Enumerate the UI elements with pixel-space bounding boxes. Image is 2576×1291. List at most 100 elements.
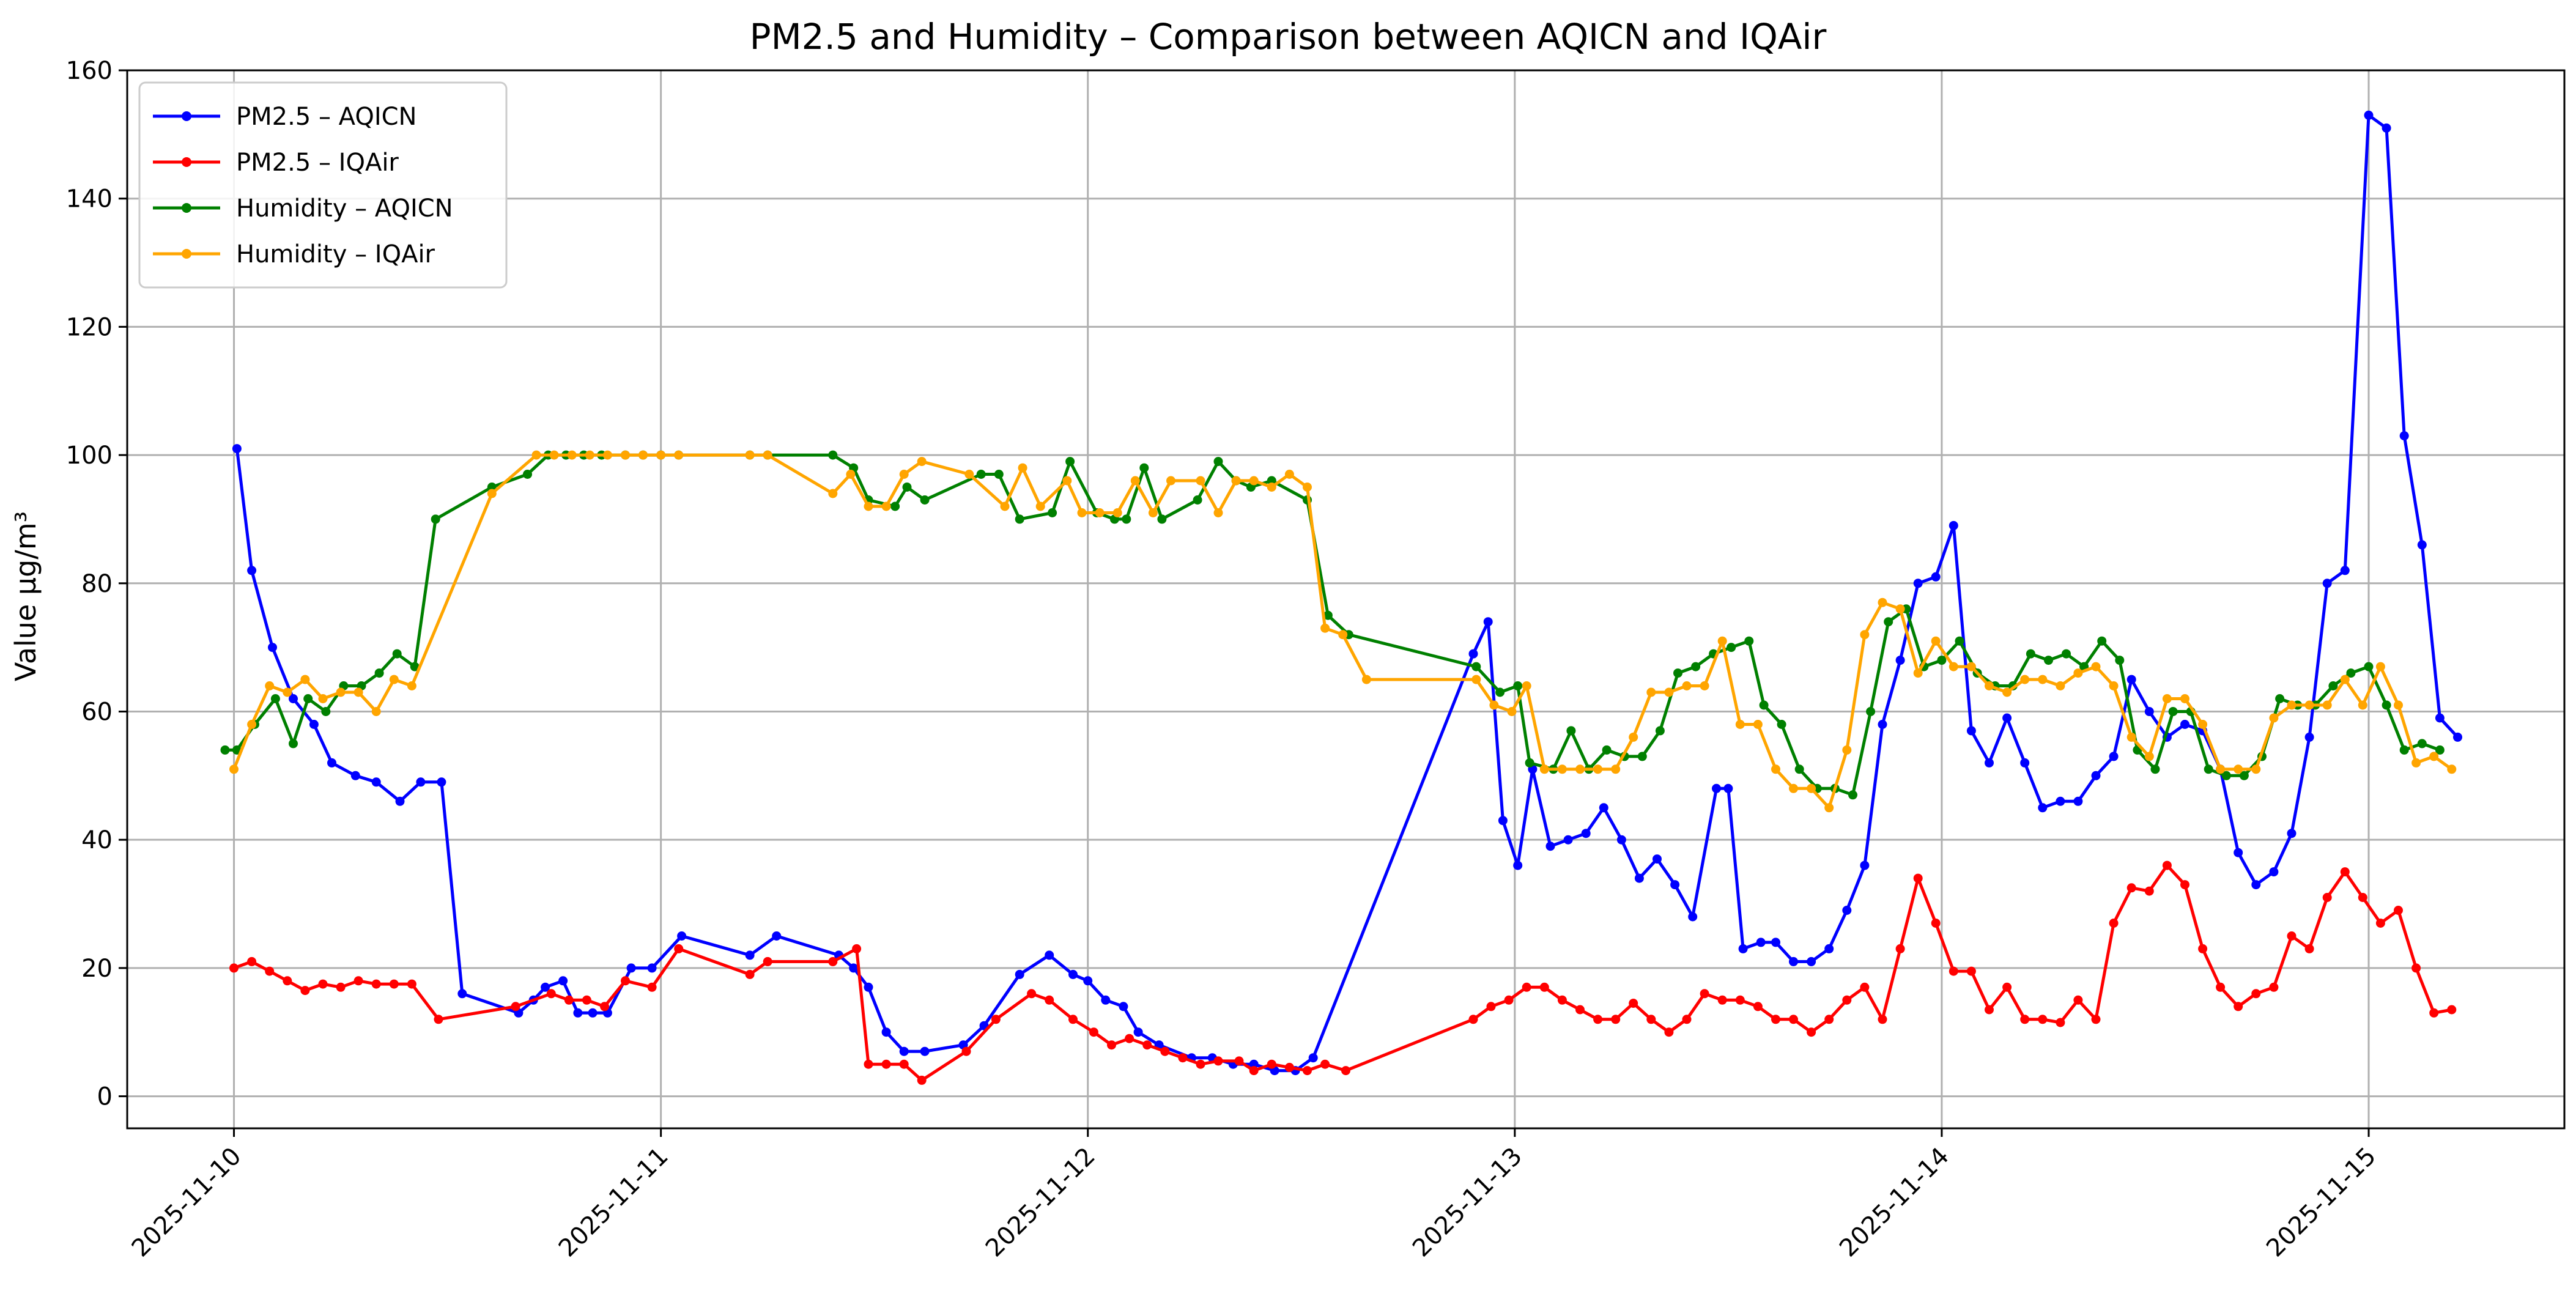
data-point bbox=[1495, 687, 1505, 697]
data-point bbox=[531, 450, 541, 460]
data-point bbox=[1249, 476, 1259, 486]
data-point bbox=[1068, 969, 1078, 979]
data-point bbox=[2269, 982, 2279, 992]
data-point bbox=[1670, 880, 1680, 890]
data-point bbox=[1985, 758, 1994, 768]
data-point bbox=[1563, 835, 1573, 845]
data-point bbox=[2002, 687, 2012, 697]
data-point bbox=[300, 675, 310, 684]
data-point bbox=[371, 777, 381, 787]
data-point bbox=[745, 969, 755, 979]
data-point bbox=[2026, 649, 2035, 659]
data-point bbox=[1498, 816, 1508, 826]
data-point bbox=[2168, 707, 2178, 716]
data-point bbox=[229, 764, 239, 774]
data-point bbox=[902, 483, 912, 492]
data-point bbox=[1629, 999, 1638, 1008]
legend-label: Humidity – AQICN bbox=[236, 194, 453, 223]
data-point bbox=[917, 457, 927, 467]
legend-box bbox=[138, 81, 508, 289]
data-point bbox=[1539, 982, 1549, 992]
data-point bbox=[1213, 1056, 1223, 1066]
legend-item: Humidity – IQAir bbox=[153, 240, 435, 268]
data-point bbox=[1966, 726, 1976, 736]
data-point bbox=[1682, 681, 1692, 690]
data-point bbox=[1068, 1015, 1078, 1024]
data-point bbox=[487, 489, 497, 498]
data-point bbox=[1468, 1015, 1478, 1024]
data-point bbox=[1035, 501, 1045, 511]
data-point bbox=[2447, 1005, 2457, 1015]
data-point bbox=[585, 450, 594, 460]
data-point bbox=[1955, 636, 1964, 646]
data-point bbox=[745, 950, 755, 960]
data-point bbox=[1539, 764, 1549, 774]
data-point bbox=[1700, 989, 1709, 999]
data-point bbox=[1611, 1015, 1621, 1024]
data-point bbox=[2322, 700, 2332, 710]
data-point bbox=[961, 1046, 971, 1056]
data-point bbox=[1234, 1056, 1244, 1066]
data-point bbox=[1966, 966, 1976, 976]
legend: PM2.5 – AQICN PM2.5 – IQAir Humidity – AQI… bbox=[138, 81, 508, 289]
data-point bbox=[1320, 1059, 1330, 1069]
legend-marker bbox=[182, 249, 191, 259]
data-point bbox=[270, 694, 280, 703]
data-point bbox=[899, 1059, 909, 1069]
data-point bbox=[1860, 630, 1870, 640]
data-point bbox=[1593, 1015, 1603, 1024]
data-point bbox=[2144, 886, 2154, 896]
data-point bbox=[745, 450, 755, 460]
data-point bbox=[917, 1075, 927, 1085]
data-point bbox=[1931, 572, 1941, 582]
data-point bbox=[1727, 643, 1736, 653]
data-point bbox=[864, 1059, 873, 1069]
data-point bbox=[2358, 893, 2367, 902]
data-point bbox=[371, 979, 381, 989]
data-point bbox=[2091, 771, 2101, 780]
data-point bbox=[976, 470, 986, 479]
data-point bbox=[283, 976, 292, 986]
data-point bbox=[1777, 720, 1786, 729]
data-point bbox=[1213, 457, 1223, 467]
data-point bbox=[303, 694, 313, 703]
data-point bbox=[416, 777, 426, 787]
data-point bbox=[1065, 457, 1075, 467]
data-point bbox=[1913, 668, 1923, 678]
data-point bbox=[434, 1015, 443, 1024]
data-point bbox=[549, 450, 559, 460]
data-point bbox=[1759, 700, 1769, 710]
data-point bbox=[1884, 617, 1893, 627]
data-point bbox=[2162, 694, 2172, 703]
data-point bbox=[1231, 476, 1241, 486]
data-point bbox=[2044, 656, 2053, 665]
data-point bbox=[1673, 668, 1682, 678]
data-point bbox=[1308, 1053, 1318, 1063]
data-point bbox=[2073, 668, 2083, 678]
data-point bbox=[1931, 919, 1941, 928]
data-point bbox=[1738, 944, 1748, 953]
data-point bbox=[1664, 1027, 1674, 1037]
data-point bbox=[437, 777, 446, 787]
data-point bbox=[327, 758, 336, 768]
data-point bbox=[2375, 919, 2385, 928]
data-point bbox=[647, 982, 657, 992]
data-point bbox=[1807, 1027, 1816, 1037]
data-point bbox=[1513, 860, 1523, 870]
data-point bbox=[1866, 707, 1876, 716]
data-point bbox=[1284, 1062, 1294, 1072]
data-point bbox=[1789, 1015, 1798, 1024]
data-point bbox=[763, 450, 772, 460]
data-point bbox=[1593, 764, 1603, 774]
data-point bbox=[2180, 880, 2189, 890]
data-point bbox=[2091, 1015, 2101, 1024]
data-point bbox=[763, 956, 772, 966]
data-point bbox=[1753, 1002, 1763, 1012]
data-point bbox=[407, 681, 416, 690]
data-point bbox=[1717, 995, 1727, 1005]
data-point bbox=[1303, 483, 1312, 492]
data-point bbox=[2304, 700, 2314, 710]
data-point bbox=[2399, 431, 2409, 441]
data-point bbox=[1267, 476, 1276, 486]
data-point bbox=[656, 450, 666, 460]
